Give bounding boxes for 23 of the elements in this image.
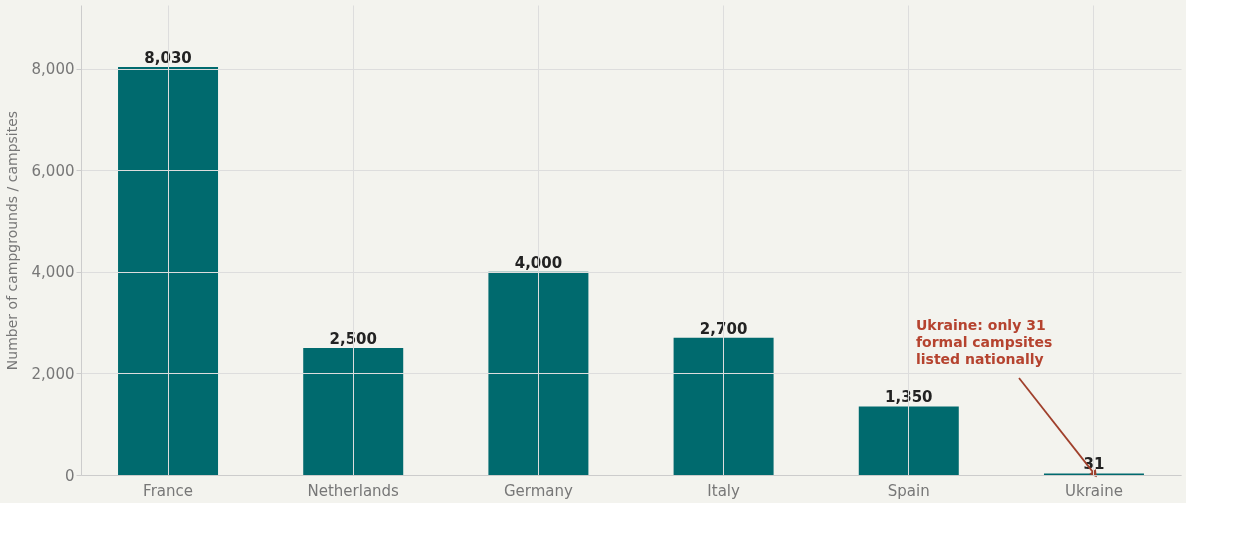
data-label: 1,350	[885, 388, 933, 407]
x-tick-label: Ukraine	[1064, 481, 1123, 500]
bar	[858, 406, 959, 475]
annotation: Ukraine: only 31 formal campsites listed nationally	[916, 317, 1053, 367]
y-axis-title: Number of campgrounds / campsites	[3, 110, 20, 371]
x-tick-label: Germany	[503, 481, 573, 500]
data-label: 2,500	[329, 329, 377, 348]
bar	[488, 271, 589, 475]
x-tick-label: Italy	[707, 481, 740, 500]
x-tick-label: Spain	[887, 481, 930, 500]
y-tick-label: 0	[64, 466, 75, 485]
x-tick-label: Netherlands	[307, 481, 400, 500]
y-tick-label: 2,000	[31, 364, 75, 383]
y-tick-label: 8,000	[31, 60, 75, 79]
data-label: 8,030	[144, 48, 192, 67]
x-tick-label: France	[143, 481, 193, 500]
bar	[118, 66, 219, 475]
bar	[303, 347, 404, 475]
data-label: 4,000	[514, 253, 563, 272]
bar	[673, 337, 774, 475]
data-label: 2,700	[699, 319, 748, 338]
y-tick-label: 6,000	[31, 161, 75, 180]
y-tick-label: 4,000	[31, 263, 75, 282]
